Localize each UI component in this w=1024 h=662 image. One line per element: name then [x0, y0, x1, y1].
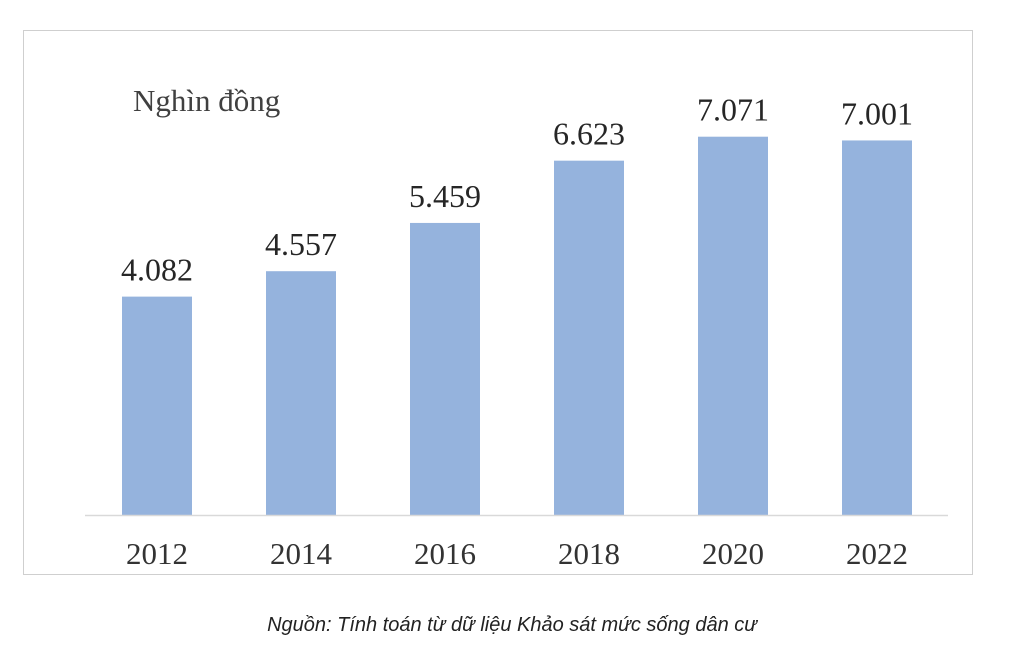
x-tick-2022: 2022: [846, 536, 908, 571]
bar-2014: [266, 271, 336, 515]
bar-2016: [410, 222, 480, 516]
bar-2018: [554, 160, 624, 515]
data-label-2018: 6.623: [553, 116, 625, 152]
labels-layer: 4.082 4.557 5.459 6.623 7.071 7.001: [121, 92, 913, 288]
data-label-2020: 7.071: [697, 92, 769, 128]
data-label-2022: 7.001: [841, 95, 913, 131]
unit-label: Nghìn đồng: [133, 83, 280, 118]
data-label-2014: 4.557: [265, 226, 337, 262]
bar-2020: [698, 136, 768, 515]
x-tick-2016: 2016: [414, 536, 476, 571]
ticks-layer: 2012 2014 2016 2018 2020 2022: [126, 536, 908, 571]
bar-2012: [122, 296, 192, 515]
x-tick-2018: 2018: [558, 536, 620, 571]
bars-layer: [122, 136, 912, 516]
source-note: Nguồn: Tính toán từ dữ liệu Khảo sát mức…: [267, 614, 757, 636]
x-tick-2014: 2014: [270, 536, 333, 571]
x-tick-2012: 2012: [126, 536, 188, 571]
data-label-2016: 5.459: [409, 178, 481, 214]
x-tick-2020: 2020: [702, 536, 764, 571]
bar-2022: [842, 140, 912, 515]
data-label-2012: 4.082: [121, 252, 193, 288]
